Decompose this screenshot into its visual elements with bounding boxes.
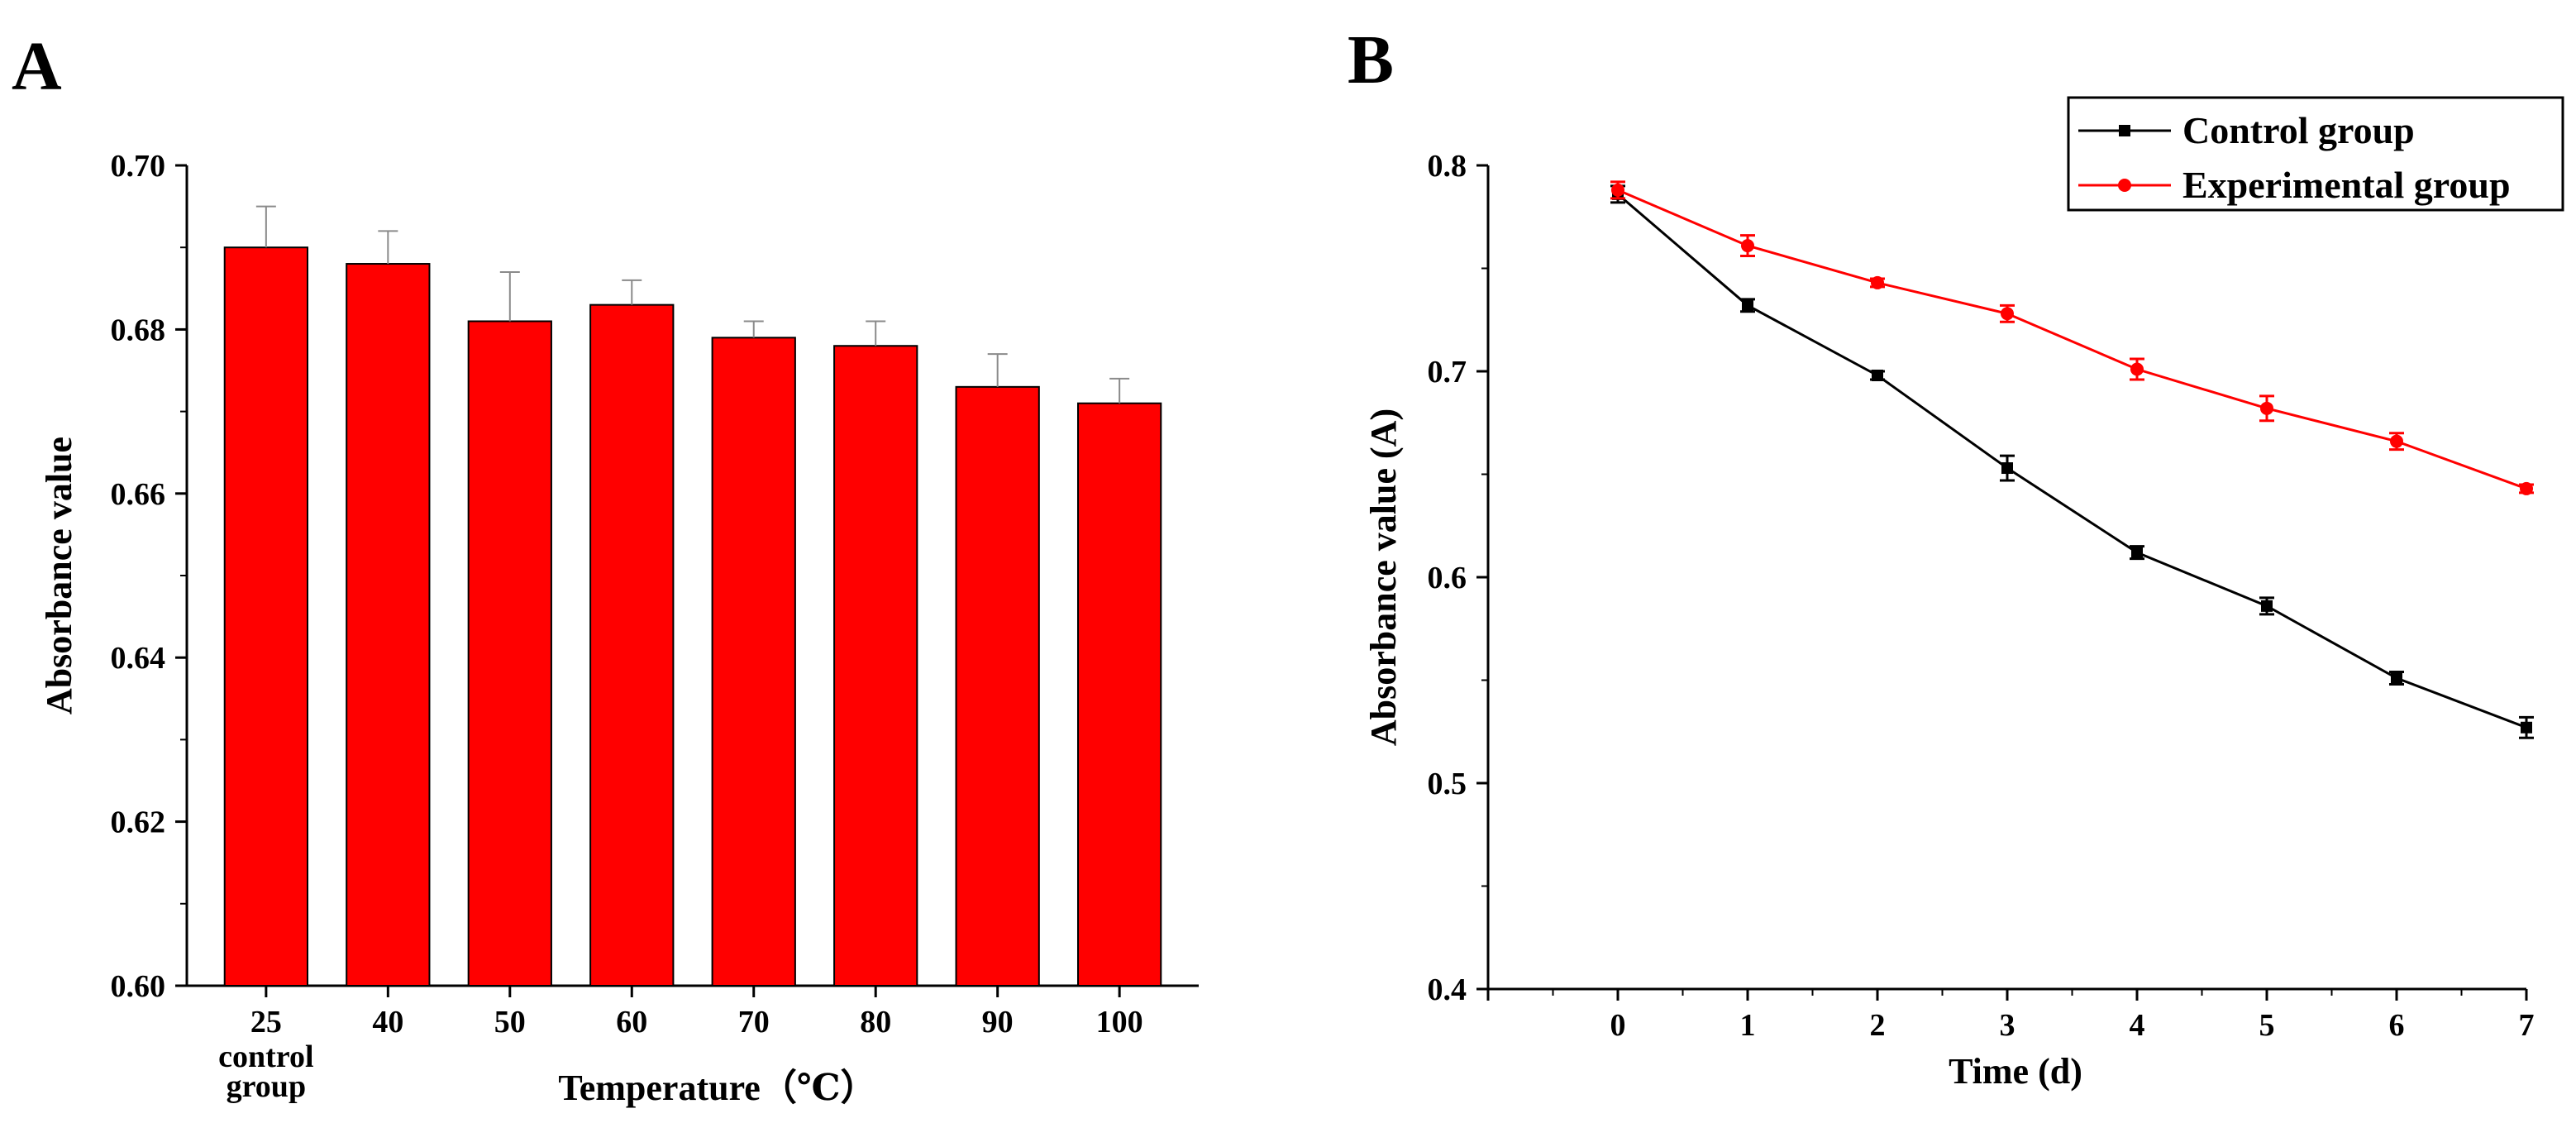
x-tick-label: 60	[616, 1005, 647, 1039]
y-axis-title: Absorbance value (A)	[1363, 409, 1404, 746]
legend-marker	[2118, 179, 2131, 192]
series-line	[1617, 193, 2527, 729]
x-tick-label: group	[227, 1069, 306, 1104]
data-point	[2260, 401, 2273, 415]
chart-b-line-chart: 0.4 0.5 0.6 0.7 0.8 0 1 2 3 4 5 6 7 Control group Expe…	[1363, 96, 2564, 1092]
x-tick-label: 5	[2259, 1008, 2275, 1043]
x-tick-label: 4	[2130, 1008, 2145, 1043]
bar	[467, 320, 552, 987]
y-tick-label: 0.64	[111, 641, 166, 676]
data-point	[2001, 307, 2014, 321]
y-tick-label: 0.4	[1428, 972, 1467, 1007]
y-tick-label: 0.60	[111, 969, 166, 1004]
y-tick-label: 0.8	[1428, 149, 1467, 184]
x-tick-label: 40	[372, 1005, 403, 1039]
bar	[223, 246, 308, 987]
y-tick-label: 0.68	[111, 313, 166, 347]
y-tick-label: 0.5	[1428, 767, 1467, 801]
x-axis-title: Time (d)	[1949, 1051, 2082, 1092]
series-line	[1617, 189, 2527, 490]
data-point	[1741, 239, 1754, 253]
legend: Control group Experimental group	[2067, 96, 2564, 212]
data-point	[2521, 721, 2532, 734]
y-axis-title: Absorbance value	[39, 437, 79, 714]
x-tick-label: 1	[1740, 1008, 1756, 1043]
data-point	[2390, 434, 2403, 448]
x-tick-label: 6	[2389, 1008, 2405, 1043]
bar	[589, 303, 675, 987]
x-tick-label: 3	[2000, 1008, 2015, 1043]
data-point	[2391, 672, 2402, 685]
legend-label: Experimental group	[2182, 164, 2511, 206]
x-tick-label: 0	[1610, 1008, 1626, 1043]
y-tick-label: 0.62	[111, 805, 166, 840]
data-point	[2130, 362, 2144, 376]
x-tick-label: 80	[860, 1005, 891, 1039]
x-tick-label: 25	[250, 1005, 282, 1039]
data-point	[2520, 481, 2533, 495]
panel-letter-a: A	[12, 28, 62, 105]
y-tick-label: 0.70	[111, 149, 166, 184]
legend-label: Control group	[2182, 109, 2415, 151]
x-tick-label: 50	[494, 1005, 526, 1039]
y-tick-label: 0.66	[111, 477, 166, 512]
bar	[1077, 402, 1162, 987]
legend-marker	[2119, 125, 2130, 136]
bar	[955, 385, 1040, 987]
bar	[833, 345, 918, 987]
x-axis-title: Temperature（℃）	[558, 1068, 876, 1108]
x-tick-label: 2	[1870, 1008, 1886, 1043]
data-point	[2131, 547, 2143, 559]
data-point	[1611, 183, 1624, 197]
data-point	[2001, 462, 2013, 475]
legend-box	[2067, 96, 2564, 212]
data-point	[1742, 299, 1753, 312]
bar	[346, 263, 431, 987]
data-point	[1871, 275, 1884, 289]
y-tick-label: 0.6	[1428, 561, 1467, 595]
x-tick-label: 100	[1096, 1005, 1143, 1039]
x-tick-label: control	[218, 1039, 313, 1074]
data-point	[2261, 600, 2273, 612]
x-tick-label: 70	[738, 1005, 770, 1039]
panel-letter-b: B	[1348, 22, 1394, 98]
bar	[711, 337, 796, 987]
x-tick-label: 90	[982, 1005, 1014, 1039]
y-tick-label: 0.7	[1428, 355, 1467, 389]
data-point	[1872, 369, 1883, 381]
x-tick-label: 7	[2519, 1008, 2535, 1043]
